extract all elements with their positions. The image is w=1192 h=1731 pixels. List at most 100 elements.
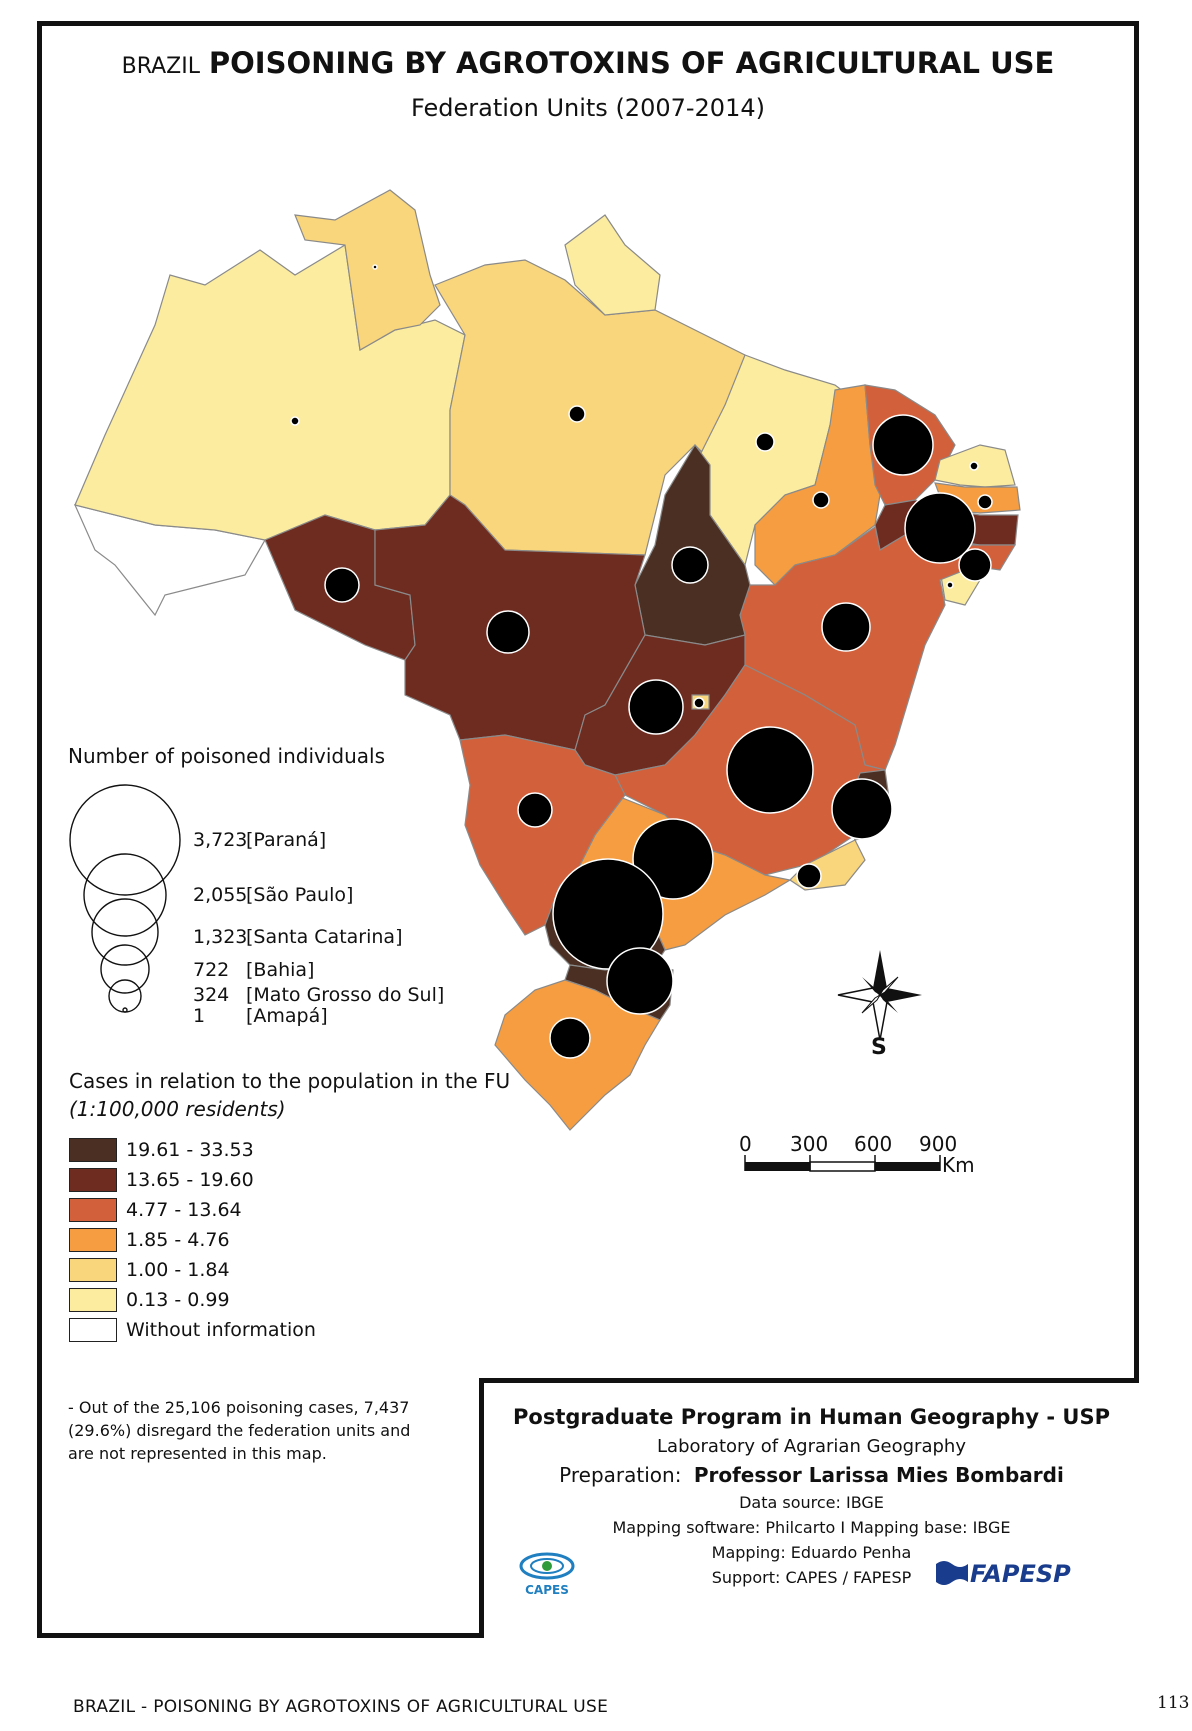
circle-ceara — [872, 414, 934, 476]
fapesp-logo: FAPESP — [934, 1558, 1074, 1590]
size-legend-label: [Paraná] — [246, 829, 327, 851]
rate-legend-subheading: (1:100,000 residents) — [69, 1097, 286, 1121]
size-legend-heading: Number of poisoned individuals — [68, 744, 385, 768]
rate-legend-label: 19.61 - 33.53 — [126, 1139, 254, 1161]
size-legend-value: 3,723 — [193, 829, 248, 851]
credits-mapping: Mapping: Eduardo Penha — [711, 1543, 912, 1562]
rate-legend-label: 4.77 - 13.64 — [126, 1199, 242, 1221]
rate-legend-swatch — [69, 1318, 117, 1342]
size-legend-circle-3 — [91, 898, 159, 966]
credits-software: Mapping software: Philcarto I Mapping ba… — [612, 1518, 1011, 1537]
compass-label: S — [871, 1035, 887, 1060]
page-number: 113 — [1157, 1693, 1190, 1713]
circle-bahia — [821, 602, 871, 652]
brazil-map — [69, 189, 1021, 1172]
scale-tick: 900 — [919, 1132, 958, 1156]
rate-legend-heading: Cases in relation to the population in t… — [69, 1069, 511, 1093]
circle-paraiba — [977, 494, 993, 510]
size-legend-label: [Mato Grosso do Sul] — [246, 984, 445, 1006]
circle-tocantins — [671, 546, 709, 584]
size-legend-circle-4 — [100, 944, 150, 994]
fapesp-text: FAPESP — [970, 1560, 1071, 1588]
map-subtitle: Federation Units (2007-2014) — [411, 94, 765, 122]
circle-espirito-santo — [831, 778, 893, 840]
credits-source: Data source: IBGE — [739, 1493, 884, 1512]
circle-minas-gerais — [726, 726, 814, 814]
rate-legend-swatch — [69, 1138, 117, 1162]
proportional-circles — [290, 264, 993, 1059]
size-legend-value: 324 — [193, 984, 230, 1006]
footnote: - Out of the 25,106 poisoning cases, 7,4… — [68, 1396, 413, 1465]
circle-distrito-federal — [693, 697, 705, 709]
scale-unit: Km — [942, 1153, 975, 1177]
rate-legend-swatch — [69, 1198, 117, 1222]
circle-roraima — [372, 264, 378, 270]
size-legend-value: 722 — [193, 959, 230, 981]
footnote-line: are not represented in this map. — [68, 1444, 327, 1463]
credits-box: Postgraduate Program in Human Geography … — [479, 1378, 1139, 1638]
size-legend-label: [São Paulo] — [246, 884, 354, 906]
capes-eye-icon — [519, 1552, 575, 1580]
circle-rio-grande-do-sul — [549, 1017, 591, 1059]
circle-sao-paulo — [632, 818, 714, 900]
rate-legend-swatch — [69, 1228, 117, 1252]
map-frame: BRAZIL POISONING BY AGROTOXINS OF AGRICU… — [37, 21, 1139, 1638]
scale-tick: 600 — [854, 1132, 893, 1156]
capes-logo: CAPES — [517, 1550, 577, 1602]
state-roraima — [294, 189, 441, 351]
capes-text: CAPES — [525, 1583, 569, 1597]
size-legend-value: 1 — [193, 1005, 206, 1027]
circle-para — [568, 405, 586, 423]
rate-legend-swatch — [69, 1168, 117, 1192]
size-legend-label: [Amapá] — [246, 1005, 328, 1027]
circle-maranhao — [755, 432, 775, 452]
circle-parana — [552, 858, 664, 970]
size-legend-circle-6 — [122, 1007, 128, 1013]
fapesp-flag-icon — [936, 1561, 968, 1585]
size-legend-circle-5 — [108, 979, 142, 1013]
size-legend-value: 2,055 — [193, 884, 248, 906]
scale-tick: 300 — [790, 1132, 829, 1156]
title-main: POISONING BY AGROTOXINS OF AGRICULTURAL … — [208, 46, 1055, 80]
circle-goias — [628, 679, 684, 735]
rate-legend-swatch — [69, 1258, 117, 1282]
credits-prep-label: Preparation: — [559, 1463, 682, 1487]
circle-rondonia — [324, 567, 360, 603]
rate-legend-label: 0.13 - 0.99 — [126, 1289, 230, 1311]
size-legend-circle-2 — [83, 853, 167, 937]
circle-pernambuco — [904, 492, 976, 564]
circle-santa-catarina — [606, 947, 674, 1015]
circle-rio-de-janeiro — [796, 863, 822, 889]
rate-legend-label: 1.00 - 1.84 — [126, 1259, 230, 1281]
map-title: BRAZIL POISONING BY AGROTOXINS OF AGRICU… — [42, 46, 1134, 80]
size-legend-label: [Santa Catarina] — [246, 926, 403, 948]
credits-program: Postgraduate Program in Human Geography … — [513, 1405, 1110, 1429]
footnote-line: (29.6%) disregard the federation units a… — [68, 1421, 411, 1440]
footnote-line: - Out of the 25,106 poisoning cases, 7,4… — [68, 1398, 410, 1417]
size-legend-value: 1,323 — [193, 926, 248, 948]
footer-caption: BRAZIL - POISONING BY AGROTOXINS OF AGRI… — [73, 1697, 609, 1717]
size-legend-label: [Bahia] — [246, 959, 315, 981]
scale-bar — [744, 1155, 941, 1172]
circle-rio-grande-do-norte — [969, 461, 979, 471]
credits-support: Support: CAPES / FAPESP — [711, 1568, 912, 1587]
credits-prep-name: Professor Larissa Mies Bombardi — [693, 1463, 1064, 1487]
rate-legend-label: 13.65 - 19.60 — [126, 1169, 254, 1191]
credits-lab: Laboratory of Agrarian Geography — [657, 1436, 966, 1457]
circle-sergipe — [946, 581, 954, 589]
circle-amazonas — [290, 416, 300, 426]
circle-mato-grosso — [486, 610, 530, 654]
title-prefix: BRAZIL — [121, 54, 200, 79]
circle-mato-grosso-do-sul — [517, 792, 553, 828]
rate-legend-swatch — [69, 1288, 117, 1312]
state-amapa — [564, 214, 661, 316]
size-legend-circles — [69, 784, 181, 1013]
rate-legend-label: 1.85 - 4.76 — [126, 1229, 230, 1251]
circle-alagoas — [958, 548, 992, 582]
circle-piaui — [812, 491, 830, 509]
compass-rose-icon — [837, 950, 922, 1041]
scale-tick: 0 — [739, 1132, 752, 1156]
credits-preparation: Preparation: Professor Larissa Mies Bomb… — [484, 1463, 1139, 1487]
size-legend-circle-1 — [69, 784, 181, 896]
rate-legend-label: Without information — [126, 1319, 316, 1341]
